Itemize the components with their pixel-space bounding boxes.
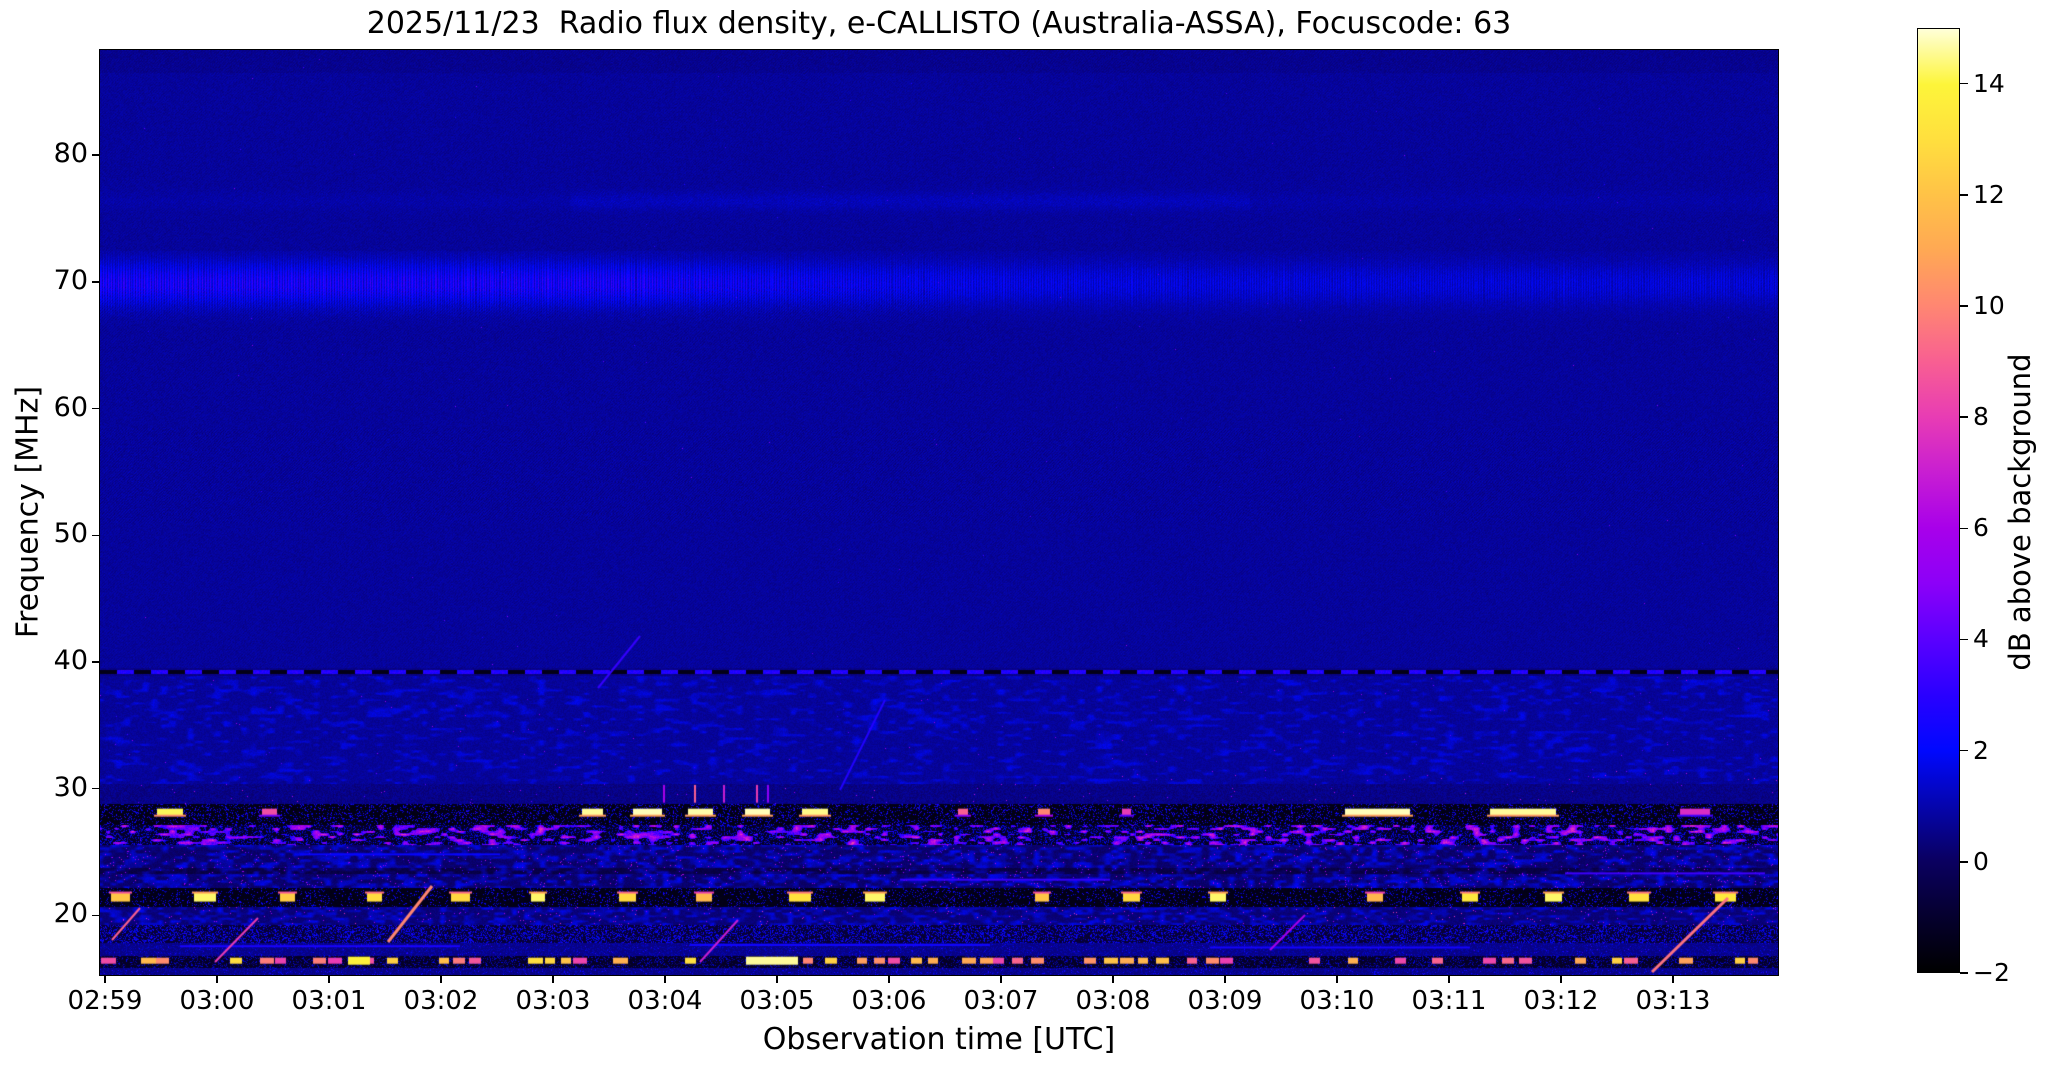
x-tick-label: 03:12 [1523, 986, 1599, 1016]
colorbar-tick-mark [1960, 638, 1968, 641]
colorbar-tick-mark [1960, 527, 1968, 530]
y-tick-mark [92, 661, 100, 663]
x-tick-label: 03:04 [627, 986, 703, 1016]
x-tick-label: 03:01 [291, 986, 367, 1016]
x-tick-mark [1000, 975, 1002, 983]
y-tick-label: 30 [53, 771, 88, 803]
colorbar-tick-label: 0 [1973, 846, 1989, 876]
colorbar-tick-label: 10 [1973, 290, 2005, 320]
x-tick-mark [1112, 975, 1114, 983]
x-tick-label: 02:59 [67, 986, 143, 1016]
colorbar-tick-label: −2 [1973, 957, 2010, 987]
y-tick-label: 50 [53, 518, 88, 550]
x-tick-mark [776, 975, 778, 983]
y-tick-label: 70 [53, 264, 88, 296]
x-axis-label: Observation time [UTC] [762, 1022, 1116, 1057]
chart-title: 2025/11/23 Radio flux density, e-CALLIST… [366, 6, 1512, 41]
colorbar-gradient [1917, 28, 1960, 973]
colorbar-tick-mark [1960, 749, 1968, 752]
colorbar-tick-mark [1960, 861, 1968, 863]
x-tick-mark [552, 975, 554, 983]
colorbar-tick-label: 12 [1973, 179, 2005, 209]
y-axis-label: Frequency [MHz] [10, 385, 46, 639]
x-tick-mark [1448, 975, 1450, 983]
y-tick-label: 80 [53, 138, 88, 170]
x-tick-mark [888, 975, 890, 983]
x-tick-mark [104, 975, 106, 983]
x-tick-label: 03:08 [1075, 986, 1151, 1016]
colorbar-tick-label: 8 [1973, 402, 1989, 432]
x-tick-label: 03:02 [403, 986, 479, 1016]
x-tick-mark [328, 975, 330, 983]
colorbar-tick-label: 4 [1973, 624, 1989, 654]
x-tick-mark [440, 975, 442, 983]
x-tick-mark [216, 975, 218, 983]
y-tick-mark [92, 534, 100, 537]
x-tick-label: 03:00 [179, 986, 255, 1016]
spectrogram-canvas [100, 50, 1778, 975]
colorbar-tick-label: 14 [1973, 68, 2005, 98]
x-tick-label: 03:09 [1187, 986, 1263, 1016]
y-tick-mark [92, 154, 100, 156]
y-tick-label: 60 [53, 391, 88, 423]
x-tick-label: 03:03 [515, 986, 591, 1016]
y-tick-mark [92, 914, 100, 917]
colorbar-tick-label: 2 [1973, 735, 1989, 765]
x-tick-mark [1336, 975, 1338, 983]
y-tick-mark [92, 281, 100, 283]
y-tick-mark [92, 407, 100, 410]
colorbar-tick-mark [1960, 416, 1968, 418]
colorbar-tick-label: 6 [1973, 513, 1989, 543]
colorbar-tick-mark [1960, 972, 1968, 974]
x-tick-mark [1672, 975, 1674, 983]
x-tick-label: 03:10 [1299, 986, 1375, 1016]
x-tick-mark [1560, 975, 1562, 983]
y-tick-label: 20 [53, 898, 88, 930]
colorbar-tick-mark [1960, 82, 1968, 85]
plot-area [99, 49, 1779, 976]
x-tick-mark [1224, 975, 1226, 983]
x-tick-label: 03:06 [851, 986, 927, 1016]
colorbar-tick-mark [1960, 305, 1968, 307]
x-tick-label: 03:07 [963, 986, 1039, 1016]
x-tick-label: 03:05 [739, 986, 815, 1016]
x-tick-mark [664, 975, 666, 983]
x-tick-label: 03:13 [1635, 986, 1711, 1016]
x-tick-label: 03:11 [1411, 986, 1487, 1016]
y-tick-mark [92, 787, 100, 790]
colorbar-label: dB above background [2003, 353, 2037, 671]
colorbar-tick-mark [1960, 194, 1968, 196]
y-tick-label: 40 [53, 644, 88, 676]
